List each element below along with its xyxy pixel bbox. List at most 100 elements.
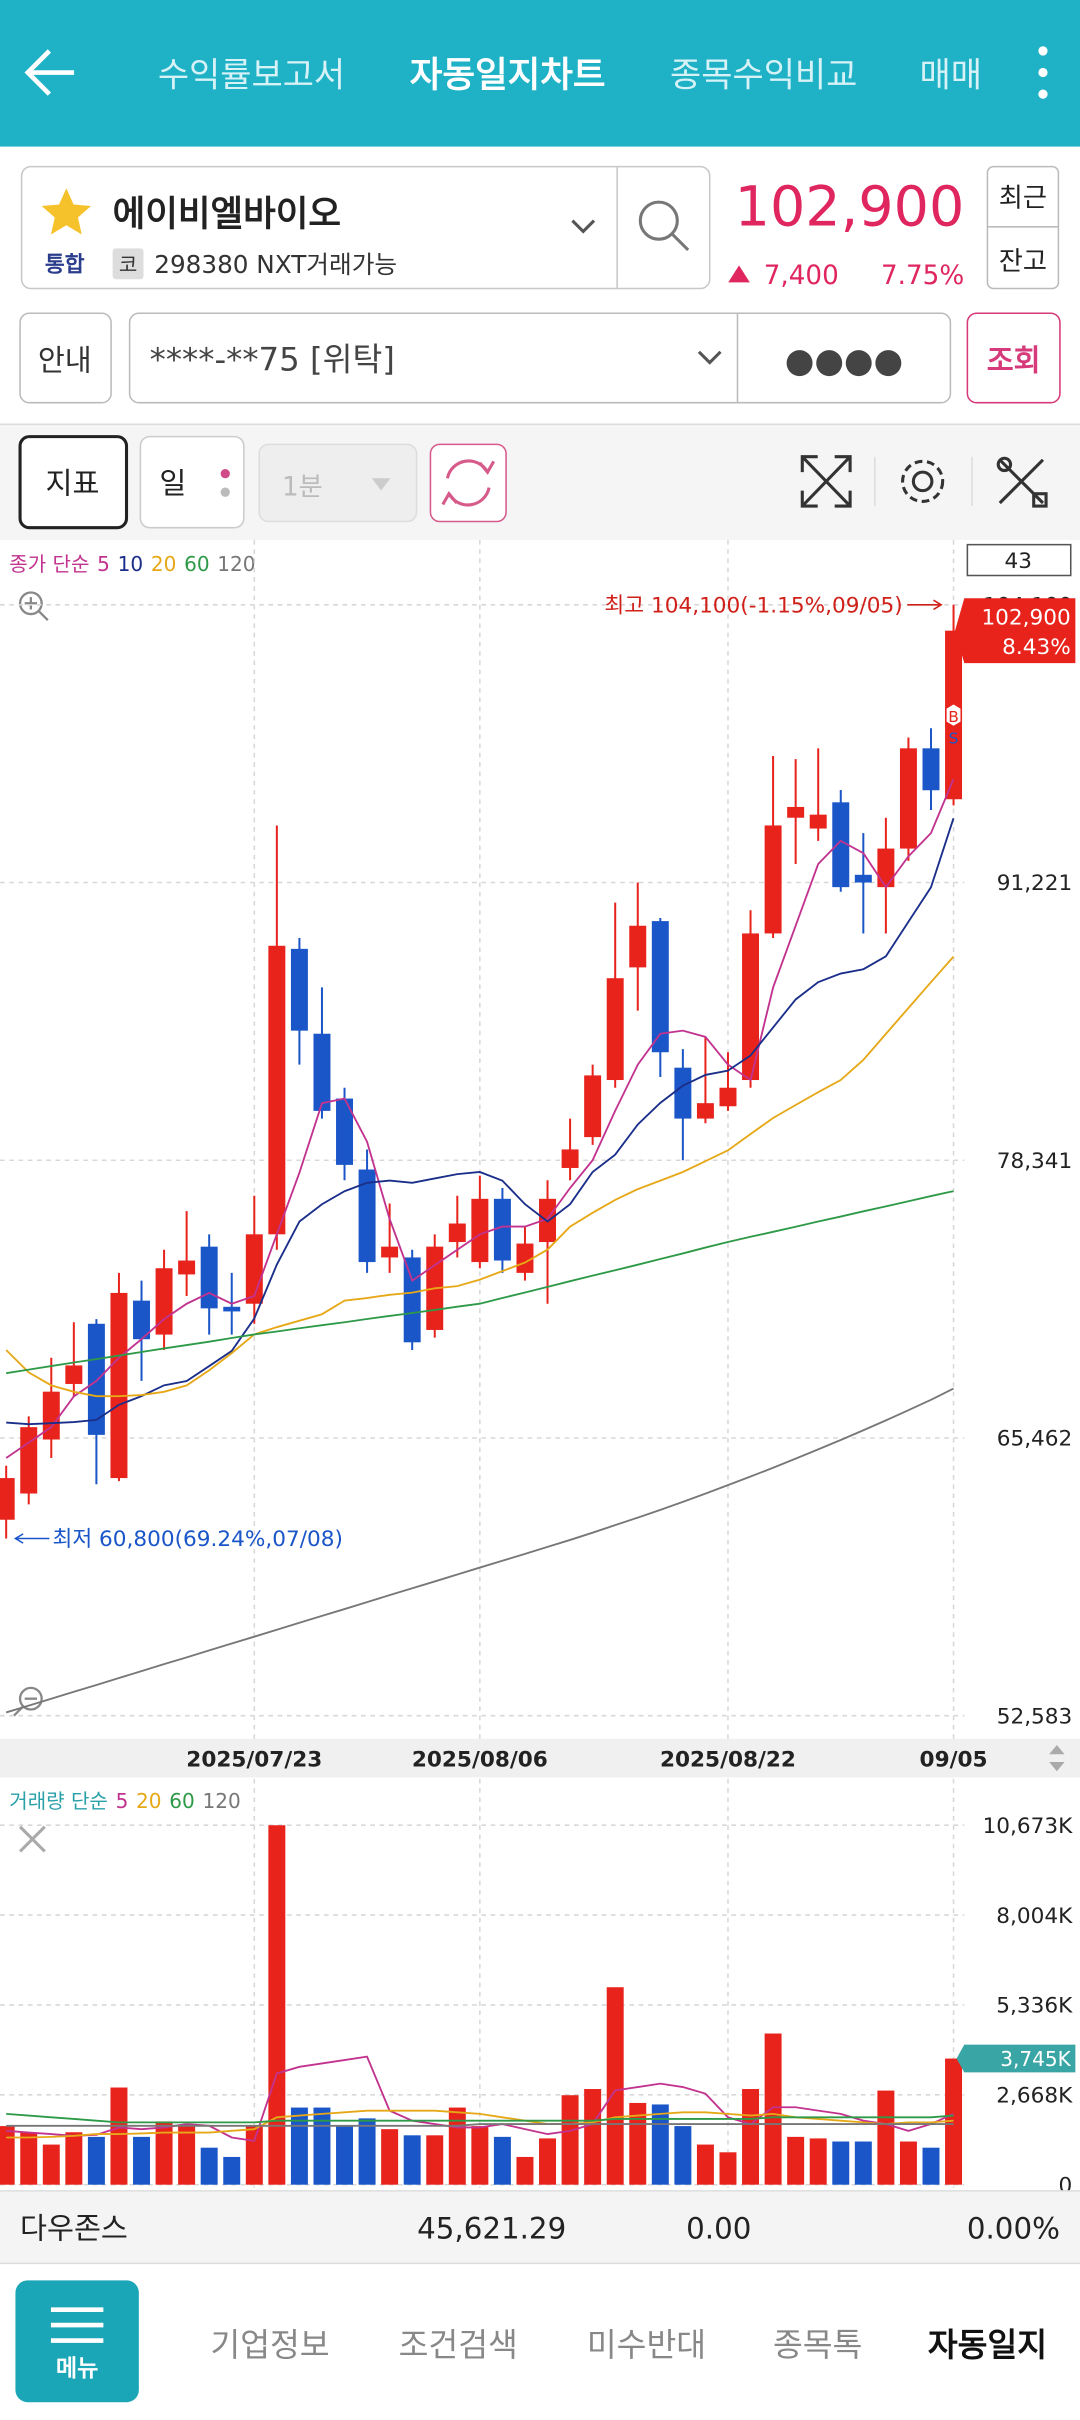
- volume-bars: [0, 1825, 963, 2185]
- moving-average: [5, 955, 955, 1398]
- interval-arrow: [371, 478, 391, 491]
- dropdown-chevron[interactable]: [697, 350, 722, 365]
- period-dot: [220, 487, 230, 497]
- volume-bar: [493, 2136, 511, 2185]
- info-button[interactable]: [19, 312, 112, 404]
- tab[interactable]: 매매: [920, 55, 982, 95]
- password[interactable]: ●●●●: [785, 341, 903, 381]
- annotation-arrow: [907, 599, 943, 611]
- count-label: 43: [1005, 549, 1032, 574]
- price-tag: [955, 598, 1076, 664]
- search-button[interactable]: [638, 200, 690, 252]
- price-change: 7,400: [764, 261, 839, 291]
- tools-button[interactable]: [996, 456, 1048, 508]
- volume-bar: [584, 2089, 602, 2185]
- period-dot: [220, 469, 230, 479]
- nav-item[interactable]: 미수반대: [587, 2326, 706, 2364]
- candle-body: [854, 874, 872, 883]
- account-box[interactable]: [128, 312, 952, 404]
- candle-body: [42, 1391, 60, 1440]
- fullscreen-button[interactable]: [800, 455, 852, 508]
- legend-entry: 10: [118, 552, 144, 576]
- volume-bar: [877, 2090, 895, 2185]
- price-tag-label: 102,900: [981, 605, 1070, 630]
- menu-icon: [50, 2307, 104, 2343]
- nav-item[interactable]: 기업정보: [210, 2326, 329, 2364]
- candle-body: [0, 1478, 15, 1520]
- stock-code: 298380 NXT거래가능: [154, 250, 397, 279]
- dropdown-chevron[interactable]: [571, 219, 596, 234]
- y-tick-label: 78,341: [997, 1149, 1073, 1174]
- back-button[interactable]: [24, 49, 75, 96]
- candle-body: [493, 1198, 511, 1261]
- buy-mark: B: [948, 708, 959, 726]
- recent-button[interactable]: 최근: [999, 184, 1047, 214]
- volume-bar: [719, 2152, 737, 2185]
- volume-bar: [561, 2095, 579, 2185]
- candle-body: [606, 978, 624, 1081]
- legend-title: 거래량 단순: [9, 1789, 108, 1813]
- query-button[interactable]: [966, 312, 1061, 404]
- candle-body: [629, 925, 647, 968]
- settings-button[interactable]: [901, 459, 945, 503]
- price-panel: [0, 540, 1080, 1739]
- candle-body: [561, 1149, 579, 1168]
- close-volume[interactable]: [18, 1825, 46, 1853]
- volume-bar: [403, 2135, 421, 2185]
- nav-item-active[interactable]: 자동일지: [928, 2326, 1047, 2364]
- y-tick-label: 8,004K: [996, 1904, 1073, 1929]
- more-menu[interactable]: [1038, 46, 1048, 99]
- indicator-button[interactable]: [18, 435, 129, 530]
- bottom-nav: [0, 2263, 1080, 2420]
- current-price: 102,900: [735, 174, 965, 239]
- moving-average: [5, 1387, 954, 1714]
- candle-body: [110, 1292, 128, 1479]
- candle-body: [133, 1300, 150, 1340]
- period-button[interactable]: [139, 435, 245, 529]
- tab[interactable]: 수익률보고서: [158, 55, 345, 95]
- volume-bar: [787, 2136, 805, 2185]
- volume-bar: [336, 2126, 354, 2185]
- volume-bar: [448, 2107, 466, 2185]
- moving-average: [6, 2123, 954, 2127]
- tab[interactable]: 종목수익비교: [670, 55, 857, 95]
- volume-bar: [922, 2147, 940, 2185]
- volume-bar: [742, 2089, 760, 2185]
- volume-bar: [133, 2136, 150, 2185]
- interval-select: [258, 443, 418, 523]
- zoom-out[interactable]: [13, 1686, 43, 1717]
- axis-scroll[interactable]: [1049, 1744, 1065, 1772]
- candle-body: [922, 748, 940, 791]
- x-tick-label: 09/05: [920, 1748, 988, 1773]
- volume-bar: [20, 2132, 38, 2185]
- price-change-pct: 7.75%: [881, 261, 964, 291]
- candles: [0, 604, 963, 1714]
- moving-average: [6, 2112, 954, 2124]
- nav-item[interactable]: 조건검색: [399, 2326, 518, 2364]
- balance-button[interactable]: 잔고: [999, 247, 1047, 277]
- favorite-star[interactable]: [41, 188, 92, 235]
- nav-item[interactable]: 종목톡: [773, 2326, 862, 2364]
- volume-bar: [832, 2141, 850, 2185]
- candle-body: [584, 1075, 602, 1138]
- code-badge: 코: [119, 253, 137, 277]
- candle-body: [719, 1087, 737, 1107]
- y-tick-label: 10,673K: [983, 1814, 1074, 1839]
- tab-active[interactable]: 자동일지차트: [410, 54, 606, 95]
- price-tag-change: 8.43%: [1002, 635, 1071, 660]
- header-bar: [0, 0, 1080, 147]
- candle-body: [471, 1198, 489, 1263]
- candle-body: [809, 814, 827, 829]
- moving-average: [6, 2055, 954, 2142]
- stock-box[interactable]: [20, 165, 711, 290]
- refresh-button[interactable]: [429, 443, 507, 523]
- code-badge-bg: [112, 248, 144, 280]
- volume-bar: [516, 2156, 534, 2185]
- volume-bar: [110, 2087, 128, 2185]
- volume-bar: [381, 2129, 399, 2185]
- volume-tag: [956, 2044, 1076, 2073]
- volume-bar: [426, 2135, 444, 2185]
- candle-body: [742, 933, 760, 1081]
- zoom-in[interactable]: [18, 591, 49, 622]
